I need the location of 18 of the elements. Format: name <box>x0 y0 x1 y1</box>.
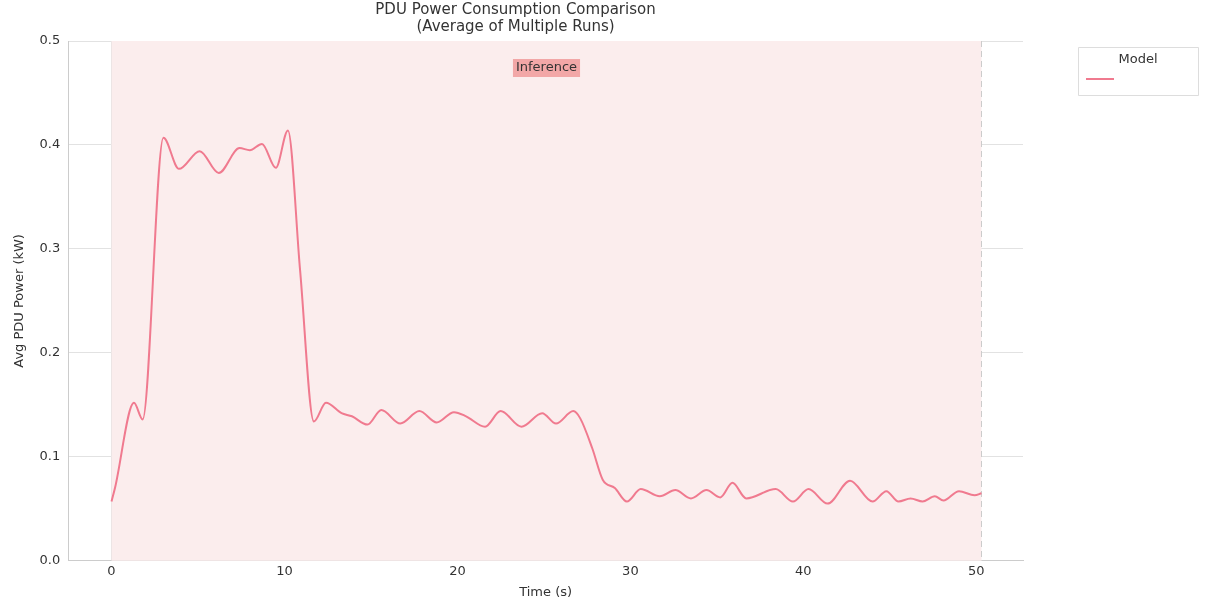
x-tick-label: 30 <box>622 562 639 578</box>
x-tick-label: 0 <box>107 562 116 578</box>
y-tick-label: 0.5 <box>39 32 61 48</box>
x-axis-title: Time (s) <box>518 583 573 599</box>
y-tick-label: 0.1 <box>39 448 61 464</box>
legend-title: Model <box>1118 51 1158 67</box>
x-tick-label: 50 <box>968 562 985 578</box>
band-label: Inference <box>515 59 578 75</box>
y-tick-label: 0.3 <box>39 240 61 256</box>
x-tick-label: 10 <box>276 562 293 578</box>
chart-title: PDU Power Consumption Comparison (Average of Multiple Runs) <box>375 0 656 35</box>
line-series <box>110 129 983 505</box>
x-tick-label: 40 <box>795 562 812 578</box>
y-axis-title: Avg PDU Power (kW) <box>11 234 27 368</box>
y-tick-label: 0.2 <box>39 344 61 360</box>
y-tick-label: 0.4 <box>39 136 61 152</box>
x-tick-label: 20 <box>449 562 466 578</box>
y-tick-label: 0.0 <box>39 552 61 568</box>
